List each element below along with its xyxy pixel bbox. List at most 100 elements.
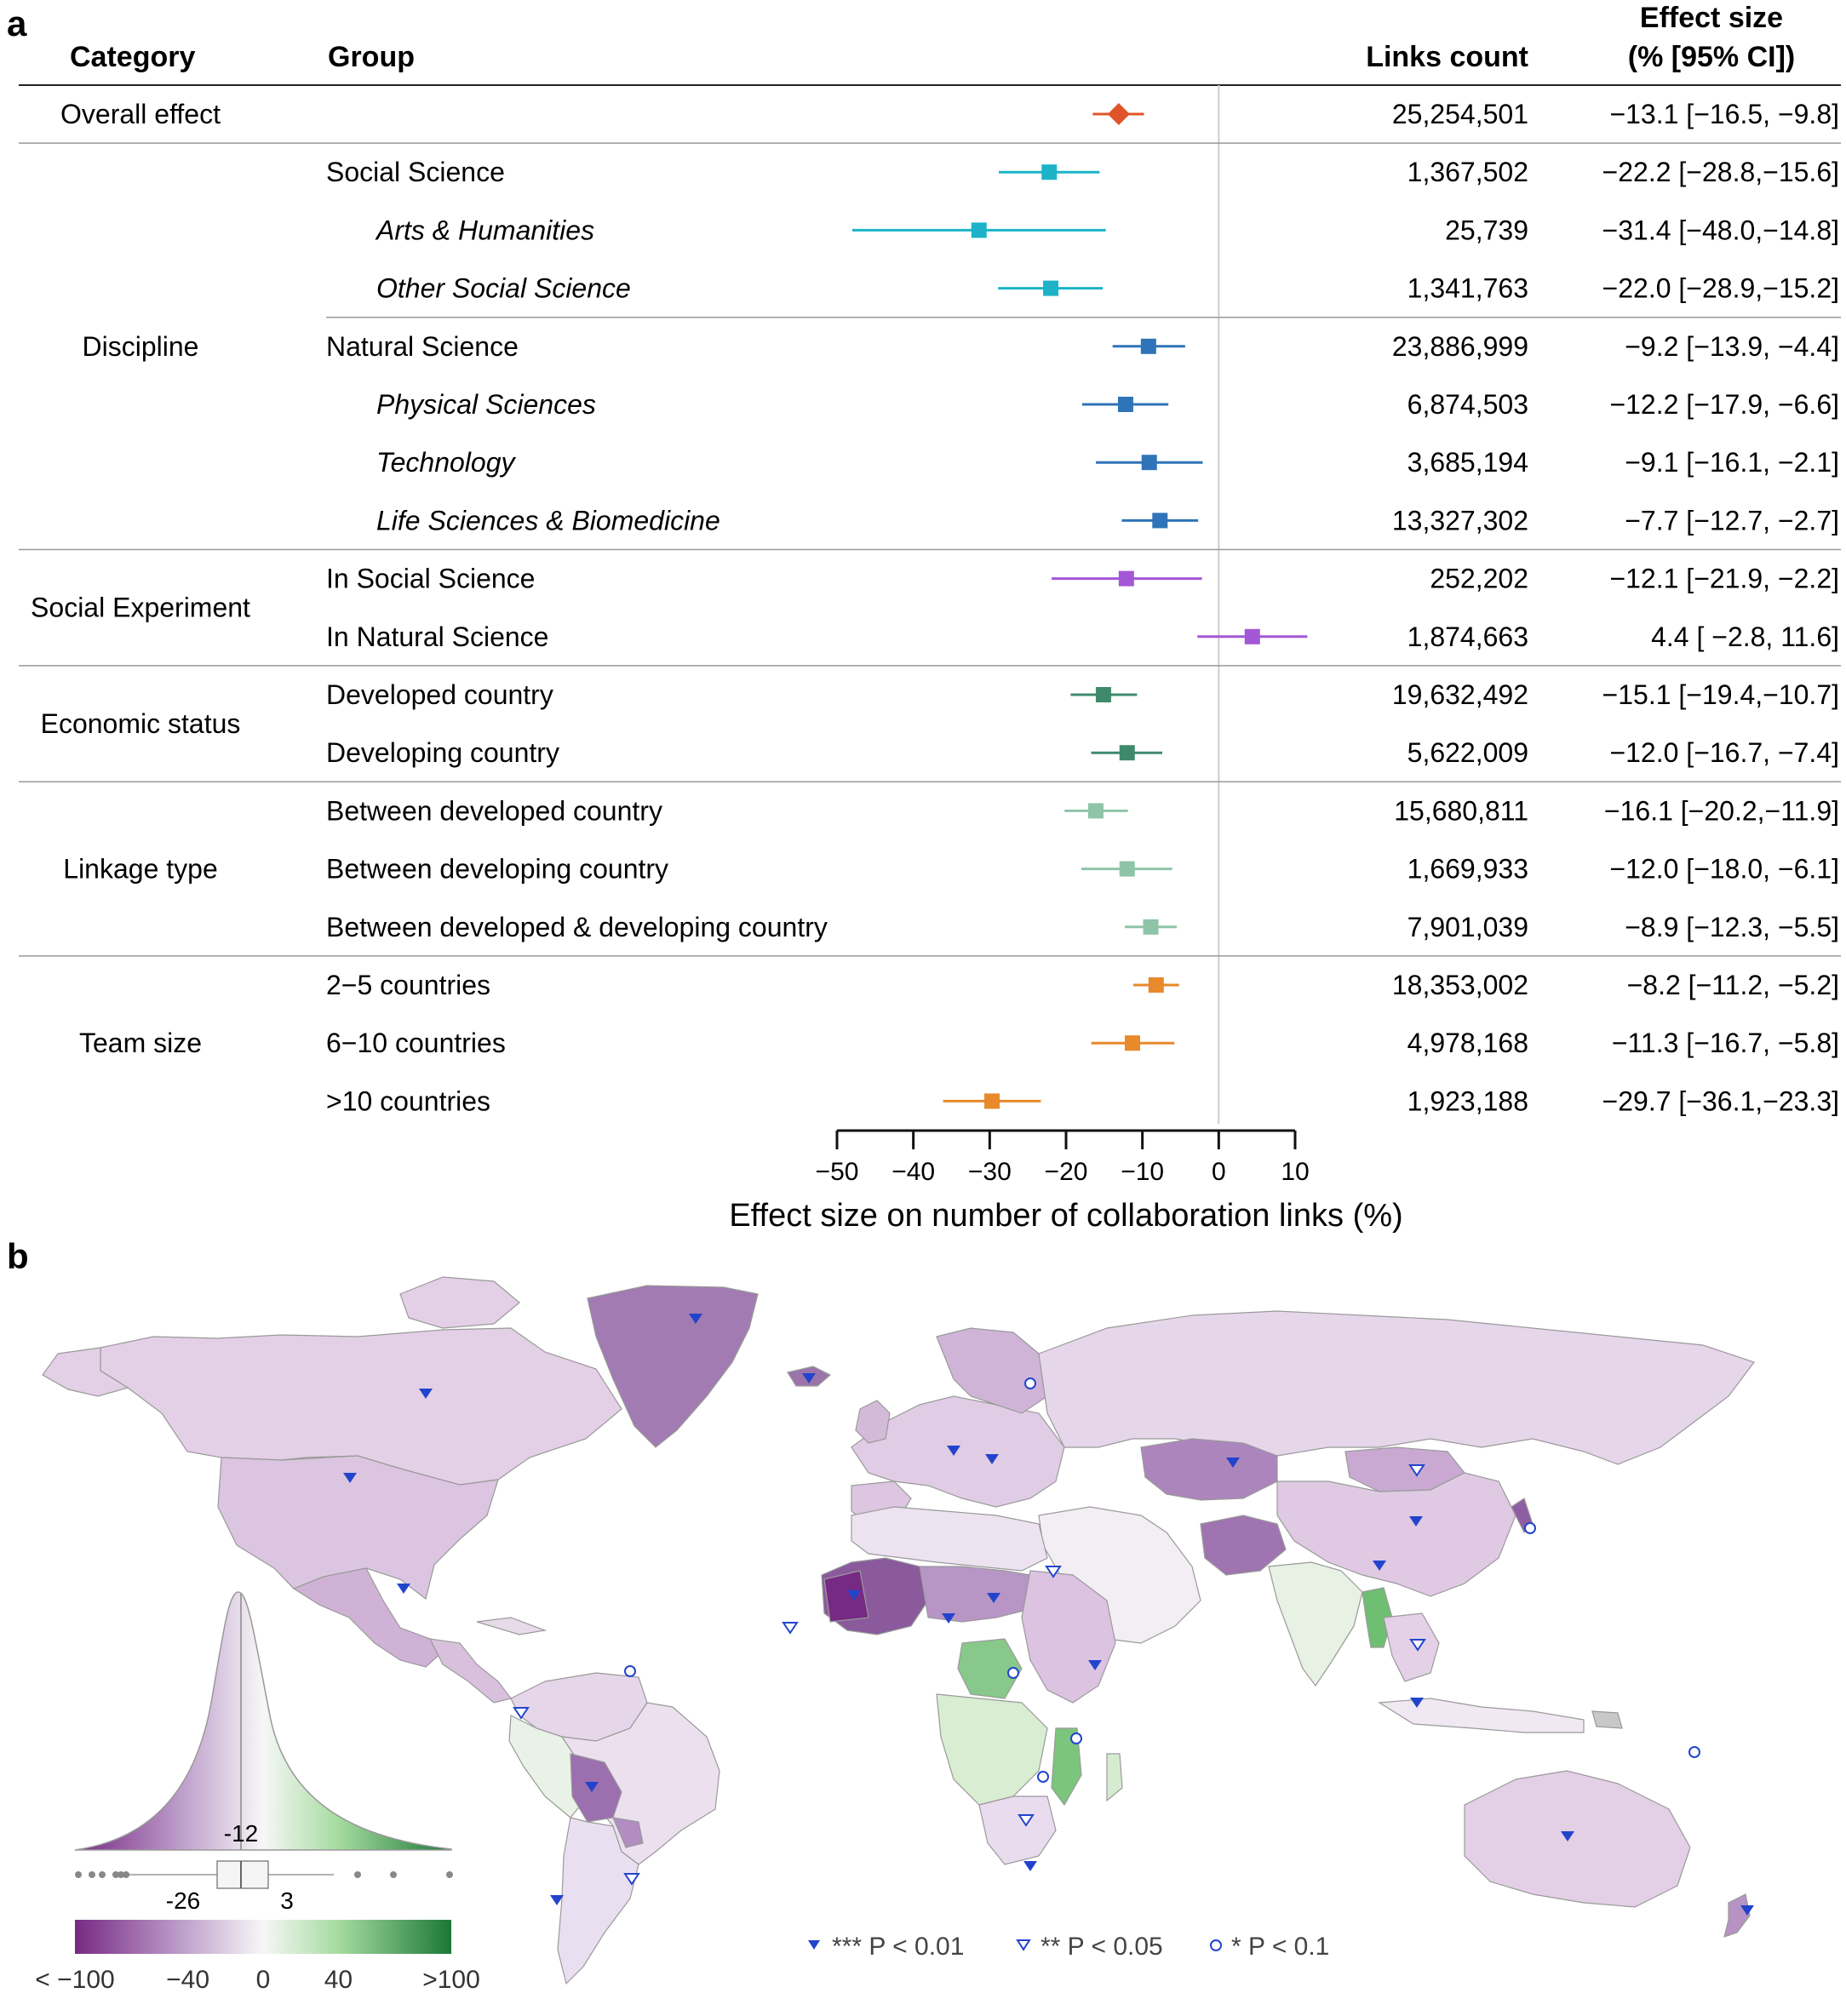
world-map bbox=[42, 1276, 1755, 1985]
effect-size-value: −13.1 [−16.5, −9.8] bbox=[1609, 99, 1839, 129]
links-count-value: 1,923,188 bbox=[1407, 1085, 1528, 1116]
effect-size-value: −22.2 [−28.8,−15.6] bbox=[1602, 157, 1839, 187]
group-label: In Natural Science bbox=[326, 621, 548, 652]
links-count-value: 1,367,502 bbox=[1407, 157, 1528, 187]
effect-point bbox=[1141, 455, 1157, 471]
filled-triangle-icon bbox=[689, 1314, 702, 1324]
effect-size-value: −9.2 [−13.9, −4.4] bbox=[1625, 331, 1839, 362]
open-triangle-icon bbox=[1018, 1814, 1035, 1827]
group-label: Other Social Science bbox=[376, 273, 631, 304]
open-circle-icon bbox=[1524, 1522, 1536, 1534]
colorbar-tick-label: 0 bbox=[256, 1966, 271, 1994]
country-usa bbox=[217, 1455, 499, 1601]
open-triangle-icon bbox=[1045, 1566, 1062, 1578]
group-label: Technology bbox=[376, 447, 517, 478]
colorbar bbox=[75, 1920, 451, 1954]
x-tick-label: −50 bbox=[816, 1158, 859, 1186]
filled-triangle-icon bbox=[985, 1454, 999, 1464]
country-mauritania bbox=[823, 1570, 869, 1623]
links-count-value: 23,886,999 bbox=[1392, 331, 1528, 362]
forest-plot-panel: a Category Group Links count Effect size… bbox=[7, 2, 1841, 1234]
colorbar-tick-label: < −100 bbox=[35, 1966, 114, 1994]
forest-row: Other Social Science 1,341,763 −22.0 [−28.… bbox=[376, 273, 1839, 304]
x-tick-label: −40 bbox=[891, 1158, 935, 1186]
boxplot-outliers bbox=[75, 1871, 453, 1878]
forest-row: In Social Science 252,202 −12.1 [−21.9, −2… bbox=[326, 564, 1839, 594]
effect-point bbox=[1140, 338, 1156, 354]
country-kazakhstan bbox=[1140, 1438, 1278, 1501]
effect-point bbox=[1244, 628, 1260, 644]
filled-triangle-icon bbox=[419, 1389, 433, 1399]
open-triangle-icon bbox=[623, 1873, 640, 1886]
legend-label-p01: * P < 0.1 bbox=[1231, 1933, 1329, 1961]
country-australia bbox=[1464, 1770, 1691, 1908]
country-uk-ireland bbox=[855, 1400, 891, 1444]
group-label: Life Sciences & Biomedicine bbox=[376, 505, 720, 536]
filled-triangle-icon bbox=[397, 1584, 410, 1594]
effect-point bbox=[1148, 977, 1164, 993]
effect-size-value: −12.0 [−16.7, −7.4] bbox=[1609, 737, 1839, 768]
country-arctic-islands bbox=[399, 1276, 520, 1329]
open-circle-icon bbox=[624, 1665, 636, 1677]
density-inset: -12 -26 3 < −100 −40 0 40 >100 bbox=[35, 1591, 480, 1994]
effect-size-value: −7.7 [−12.7, −2.7] bbox=[1625, 505, 1839, 536]
group-label: 2−5 countries bbox=[326, 970, 490, 1000]
group-label: Physical Sciences bbox=[376, 389, 596, 420]
effect-point bbox=[1095, 687, 1111, 702]
header-links-count: Links count bbox=[1366, 41, 1528, 73]
forest-row: Life Sciences & Biomedicine 13,327,302 −7.… bbox=[376, 505, 1839, 536]
legend-label-p005: ** P < 0.05 bbox=[1041, 1933, 1163, 1961]
links-count-value: 1,874,663 bbox=[1407, 621, 1528, 652]
forest-row: Between developed & developing country 7,… bbox=[326, 912, 1839, 942]
panel-a-label: a bbox=[7, 3, 27, 43]
effect-point-diamond bbox=[1107, 103, 1130, 125]
links-count-value: 3,685,194 bbox=[1407, 447, 1528, 478]
links-count-value: 13,327,302 bbox=[1392, 505, 1528, 536]
links-count-value: 1,669,933 bbox=[1407, 854, 1528, 885]
open-triangle-icon bbox=[1408, 1464, 1425, 1477]
effect-size-value: −31.4 [−48.0,−14.8] bbox=[1602, 215, 1839, 245]
links-count-value: 252,202 bbox=[1430, 564, 1528, 594]
group-label: Between developing country bbox=[326, 854, 668, 885]
effect-point bbox=[1119, 745, 1135, 761]
links-count-value: 4,978,168 bbox=[1407, 1028, 1528, 1058]
effect-point bbox=[1041, 164, 1058, 180]
forest-row: 6−10 countries 4,978,168 −11.3 [−16.7, −5.… bbox=[326, 1028, 1839, 1058]
effect-point bbox=[971, 222, 987, 238]
open-circle-icon bbox=[1688, 1746, 1700, 1758]
open-circle-icon bbox=[1037, 1771, 1049, 1783]
country-europe bbox=[851, 1395, 1065, 1508]
filled-triangle-icon bbox=[1088, 1660, 1102, 1670]
forest-row: Between developing country 1,669,933 −12.0… bbox=[326, 854, 1839, 885]
effect-size-value: −8.9 [−12.3, −5.5] bbox=[1625, 912, 1839, 942]
forest-row: 2−5 countries 18,353,002 −8.2 [−11.2, −5.2… bbox=[326, 970, 1839, 1000]
group-label: Between developed country bbox=[326, 795, 662, 826]
country-east-africa bbox=[1021, 1570, 1116, 1704]
open-circle-icon bbox=[1024, 1377, 1036, 1389]
effect-size-value: −29.7 [−36.1,−23.3] bbox=[1602, 1085, 1839, 1116]
x-tick-label: −10 bbox=[1121, 1158, 1164, 1186]
effect-point bbox=[1119, 861, 1135, 877]
header-group: Group bbox=[328, 41, 415, 73]
filled-triangle-icon bbox=[808, 1940, 820, 1950]
group-label: 6−10 countries bbox=[326, 1028, 506, 1058]
country-new-zealand bbox=[1723, 1893, 1751, 1938]
filled-triangle-icon bbox=[1373, 1561, 1386, 1571]
effect-size-value: −8.2 [−11.2, −5.2] bbox=[1627, 970, 1839, 1000]
filled-triangle-icon bbox=[1740, 1905, 1754, 1916]
country-cuba bbox=[476, 1617, 547, 1635]
links-count-value: 18,353,002 bbox=[1392, 970, 1528, 1000]
panel-b-label: b bbox=[7, 1236, 29, 1276]
country-mozambique bbox=[1051, 1727, 1082, 1807]
links-count-value: 7,901,039 bbox=[1407, 912, 1528, 942]
open-triangle-icon bbox=[513, 1707, 530, 1720]
open-circle-icon bbox=[1007, 1667, 1019, 1679]
country-russia bbox=[1038, 1310, 1755, 1465]
category-label: Social Experiment bbox=[31, 593, 250, 623]
forest-row: Technology 3,685,194 −9.1 [−16.1, −2.1] bbox=[376, 447, 1839, 478]
country-greenland bbox=[587, 1285, 759, 1448]
effect-point bbox=[1143, 919, 1159, 935]
header-effect-size: Effect size bbox=[1640, 2, 1783, 34]
filled-triangle-icon bbox=[1409, 1516, 1423, 1526]
